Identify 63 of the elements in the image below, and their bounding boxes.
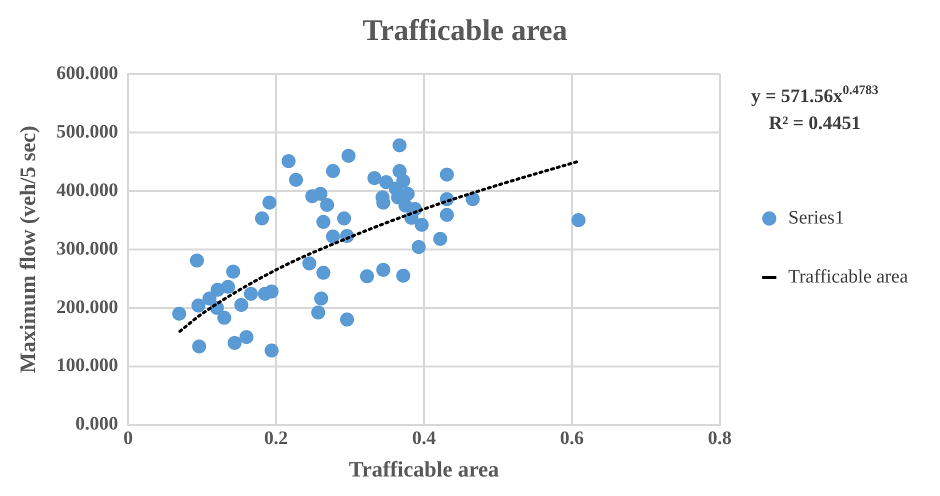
y-tick-label: 200.000: [56, 296, 118, 318]
point: [440, 208, 454, 222]
point: [572, 213, 586, 228]
point: [226, 264, 240, 279]
point: [376, 262, 390, 277]
x-tick-label: 0.2: [264, 428, 288, 450]
point: [367, 171, 382, 186]
point: [392, 138, 407, 152]
point: [217, 310, 232, 325]
point: [190, 254, 204, 268]
point: [326, 164, 340, 178]
point: [262, 196, 276, 210]
point: [289, 172, 304, 187]
point: [360, 269, 374, 284]
x-tick-label: 0: [123, 428, 133, 450]
point: [396, 174, 410, 188]
y-tick-label: 400.000: [56, 180, 118, 201]
point: [396, 268, 410, 283]
chart-title: Trafficable area: [362, 14, 568, 47]
point: [172, 306, 186, 321]
point: [316, 266, 330, 280]
point: [220, 280, 235, 294]
point: [244, 286, 258, 301]
y-tick-label: 100.000: [56, 355, 118, 376]
point: [440, 168, 454, 182]
point: [342, 148, 356, 163]
point: [192, 339, 206, 354]
point: [326, 230, 340, 244]
point: [228, 336, 242, 350]
point: [302, 256, 316, 270]
point: [379, 175, 394, 190]
x-axis-title: Trafficable area: [348, 456, 499, 482]
point: [282, 154, 296, 168]
line-series: [178, 160, 581, 333]
legend-label: Trafficable area: [788, 266, 909, 288]
point: [414, 218, 429, 232]
point: [316, 214, 330, 229]
point: [320, 198, 334, 212]
point: [191, 298, 206, 313]
text: R² = 0.4451: [768, 113, 861, 134]
point: [400, 186, 415, 201]
point: [337, 211, 352, 226]
point: [234, 298, 248, 312]
point: [313, 186, 328, 201]
point: [311, 306, 326, 320]
point: [433, 232, 448, 246]
x-tick-label: 0.4: [412, 428, 436, 450]
y-tick-label: 600.000: [56, 62, 118, 84]
y-tick-label: 500.000: [56, 121, 118, 142]
point: [264, 284, 279, 298]
x-tick-label: 0.8: [708, 428, 732, 450]
legend-label: Series1: [788, 207, 844, 228]
point: [466, 192, 480, 206]
point: [239, 330, 254, 344]
y-tick-label: 0.000: [75, 414, 118, 435]
point: [264, 344, 279, 358]
point: [340, 312, 354, 327]
y-tick-label: 300.000: [56, 238, 118, 260]
x-tick-label: 0.6: [560, 428, 584, 450]
point: [314, 292, 328, 306]
point: [412, 240, 426, 254]
y-axis-title: Maximum flow (veh/5 sec): [14, 126, 40, 374]
point: [255, 211, 269, 226]
